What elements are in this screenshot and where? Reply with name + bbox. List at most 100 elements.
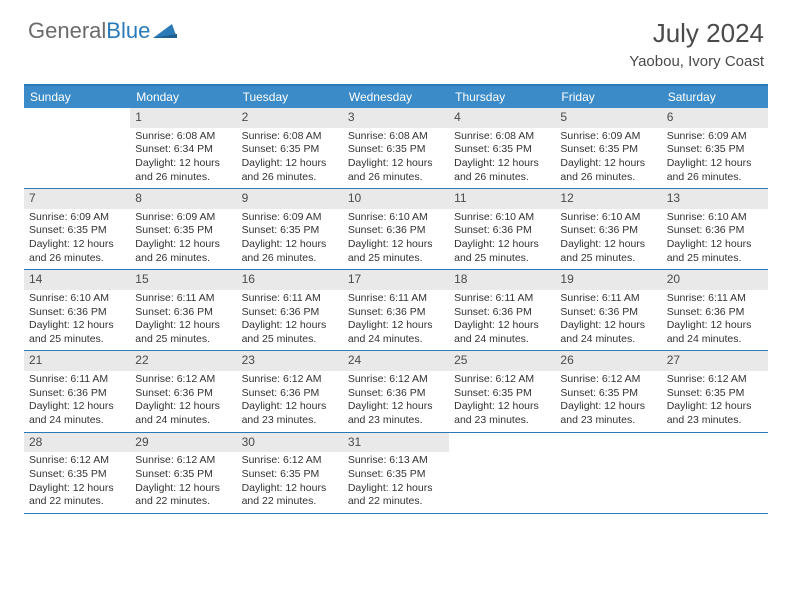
sunrise-line: Sunrise: 6:12 AM	[560, 373, 656, 387]
day-number: 1	[130, 108, 236, 128]
weekday-header: Monday	[130, 86, 236, 108]
day-cell: .	[24, 108, 130, 188]
day-cell: 3Sunrise: 6:08 AMSunset: 6:35 PMDaylight…	[343, 108, 449, 188]
day-body: Sunrise: 6:10 AMSunset: 6:36 PMDaylight:…	[555, 209, 661, 270]
daylight-line: Daylight: 12 hours and 25 minutes.	[348, 238, 444, 265]
weekday-header: Thursday	[449, 86, 555, 108]
day-number: 11	[449, 189, 555, 209]
day-body: Sunrise: 6:12 AMSunset: 6:35 PMDaylight:…	[555, 371, 661, 432]
sunrise-line: Sunrise: 6:10 AM	[348, 211, 444, 225]
sunrise-line: Sunrise: 6:11 AM	[135, 292, 231, 306]
day-number: 27	[662, 351, 768, 371]
sunset-line: Sunset: 6:35 PM	[348, 468, 444, 482]
day-body: Sunrise: 6:11 AMSunset: 6:36 PMDaylight:…	[662, 290, 768, 351]
sunrise-line: Sunrise: 6:11 AM	[667, 292, 763, 306]
sunset-line: Sunset: 6:36 PM	[135, 387, 231, 401]
day-number: 2	[237, 108, 343, 128]
daylight-line: Daylight: 12 hours and 25 minutes.	[135, 319, 231, 346]
sunset-line: Sunset: 6:35 PM	[560, 143, 656, 157]
day-cell: 19Sunrise: 6:11 AMSunset: 6:36 PMDayligh…	[555, 270, 661, 350]
sunrise-line: Sunrise: 6:12 AM	[242, 454, 338, 468]
day-body: Sunrise: 6:12 AMSunset: 6:35 PMDaylight:…	[449, 371, 555, 432]
sunrise-line: Sunrise: 6:11 AM	[242, 292, 338, 306]
month-title: July 2024	[629, 18, 764, 49]
location: Yaobou, Ivory Coast	[629, 53, 764, 70]
day-number: 7	[24, 189, 130, 209]
sunset-line: Sunset: 6:36 PM	[348, 306, 444, 320]
day-body: Sunrise: 6:12 AMSunset: 6:35 PMDaylight:…	[24, 452, 130, 513]
day-number: 31	[343, 433, 449, 453]
sunset-line: Sunset: 6:35 PM	[29, 468, 125, 482]
sunset-line: Sunset: 6:36 PM	[560, 306, 656, 320]
day-body: Sunrise: 6:11 AMSunset: 6:36 PMDaylight:…	[130, 290, 236, 351]
sunset-line: Sunset: 6:36 PM	[667, 306, 763, 320]
day-cell: 9Sunrise: 6:09 AMSunset: 6:35 PMDaylight…	[237, 189, 343, 269]
daylight-line: Daylight: 12 hours and 26 minutes.	[135, 238, 231, 265]
sunset-line: Sunset: 6:35 PM	[242, 143, 338, 157]
sunset-line: Sunset: 6:35 PM	[454, 387, 550, 401]
day-cell: 29Sunrise: 6:12 AMSunset: 6:35 PMDayligh…	[130, 433, 236, 513]
daylight-line: Daylight: 12 hours and 24 minutes.	[135, 400, 231, 427]
day-body: Sunrise: 6:12 AMSunset: 6:35 PMDaylight:…	[130, 452, 236, 513]
sunset-line: Sunset: 6:35 PM	[242, 224, 338, 238]
sunrise-line: Sunrise: 6:10 AM	[454, 211, 550, 225]
day-body: Sunrise: 6:09 AMSunset: 6:35 PMDaylight:…	[237, 209, 343, 270]
sunrise-line: Sunrise: 6:08 AM	[348, 130, 444, 144]
day-body: Sunrise: 6:11 AMSunset: 6:36 PMDaylight:…	[555, 290, 661, 351]
day-body: Sunrise: 6:11 AMSunset: 6:36 PMDaylight:…	[449, 290, 555, 351]
sunrise-line: Sunrise: 6:08 AM	[454, 130, 550, 144]
day-cell: 23Sunrise: 6:12 AMSunset: 6:36 PMDayligh…	[237, 351, 343, 431]
day-number: 14	[24, 270, 130, 290]
day-cell: 27Sunrise: 6:12 AMSunset: 6:35 PMDayligh…	[662, 351, 768, 431]
logo-triangle-icon	[153, 18, 177, 44]
day-cell: 2Sunrise: 6:08 AMSunset: 6:35 PMDaylight…	[237, 108, 343, 188]
day-cell: 25Sunrise: 6:12 AMSunset: 6:35 PMDayligh…	[449, 351, 555, 431]
day-cell: .	[555, 433, 661, 513]
sunrise-line: Sunrise: 6:09 AM	[135, 211, 231, 225]
day-body: Sunrise: 6:10 AMSunset: 6:36 PMDaylight:…	[449, 209, 555, 270]
day-cell: 6Sunrise: 6:09 AMSunset: 6:35 PMDaylight…	[662, 108, 768, 188]
sunset-line: Sunset: 6:35 PM	[667, 387, 763, 401]
sunset-line: Sunset: 6:36 PM	[454, 306, 550, 320]
sunset-line: Sunset: 6:36 PM	[348, 224, 444, 238]
day-body: Sunrise: 6:08 AMSunset: 6:35 PMDaylight:…	[237, 128, 343, 189]
sunrise-line: Sunrise: 6:12 AM	[135, 373, 231, 387]
daylight-line: Daylight: 12 hours and 23 minutes.	[348, 400, 444, 427]
sunset-line: Sunset: 6:35 PM	[454, 143, 550, 157]
day-number: 3	[343, 108, 449, 128]
week-row: .1Sunrise: 6:08 AMSunset: 6:34 PMDayligh…	[24, 108, 768, 189]
sunrise-line: Sunrise: 6:09 AM	[242, 211, 338, 225]
sunrise-line: Sunrise: 6:08 AM	[135, 130, 231, 144]
sunset-line: Sunset: 6:36 PM	[135, 306, 231, 320]
sunset-line: Sunset: 6:36 PM	[242, 306, 338, 320]
day-body: Sunrise: 6:12 AMSunset: 6:35 PMDaylight:…	[662, 371, 768, 432]
daylight-line: Daylight: 12 hours and 26 minutes.	[242, 238, 338, 265]
daylight-line: Daylight: 12 hours and 26 minutes.	[348, 157, 444, 184]
day-body: Sunrise: 6:09 AMSunset: 6:35 PMDaylight:…	[555, 128, 661, 189]
day-cell: 30Sunrise: 6:12 AMSunset: 6:35 PMDayligh…	[237, 433, 343, 513]
daylight-line: Daylight: 12 hours and 25 minutes.	[454, 238, 550, 265]
sunset-line: Sunset: 6:36 PM	[29, 306, 125, 320]
day-cell: 31Sunrise: 6:13 AMSunset: 6:35 PMDayligh…	[343, 433, 449, 513]
sunset-line: Sunset: 6:36 PM	[348, 387, 444, 401]
title-block: July 2024 Yaobou, Ivory Coast	[629, 18, 764, 70]
sunrise-line: Sunrise: 6:13 AM	[348, 454, 444, 468]
day-number: 28	[24, 433, 130, 453]
weekday-header: Friday	[555, 86, 661, 108]
day-cell: 24Sunrise: 6:12 AMSunset: 6:36 PMDayligh…	[343, 351, 449, 431]
day-cell: 26Sunrise: 6:12 AMSunset: 6:35 PMDayligh…	[555, 351, 661, 431]
day-body: Sunrise: 6:11 AMSunset: 6:36 PMDaylight:…	[24, 371, 130, 432]
day-cell: 22Sunrise: 6:12 AMSunset: 6:36 PMDayligh…	[130, 351, 236, 431]
sunrise-line: Sunrise: 6:10 AM	[560, 211, 656, 225]
weekday-header: Saturday	[662, 86, 768, 108]
daylight-line: Daylight: 12 hours and 23 minutes.	[454, 400, 550, 427]
sunset-line: Sunset: 6:36 PM	[560, 224, 656, 238]
daylight-line: Daylight: 12 hours and 22 minutes.	[348, 482, 444, 509]
weekday-header-row: SundayMondayTuesdayWednesdayThursdayFrid…	[24, 86, 768, 108]
daylight-line: Daylight: 12 hours and 24 minutes.	[667, 319, 763, 346]
daylight-line: Daylight: 12 hours and 23 minutes.	[242, 400, 338, 427]
day-cell: 10Sunrise: 6:10 AMSunset: 6:36 PMDayligh…	[343, 189, 449, 269]
day-cell: .	[449, 433, 555, 513]
logo-text-blue: Blue	[106, 18, 150, 44]
day-number: 23	[237, 351, 343, 371]
